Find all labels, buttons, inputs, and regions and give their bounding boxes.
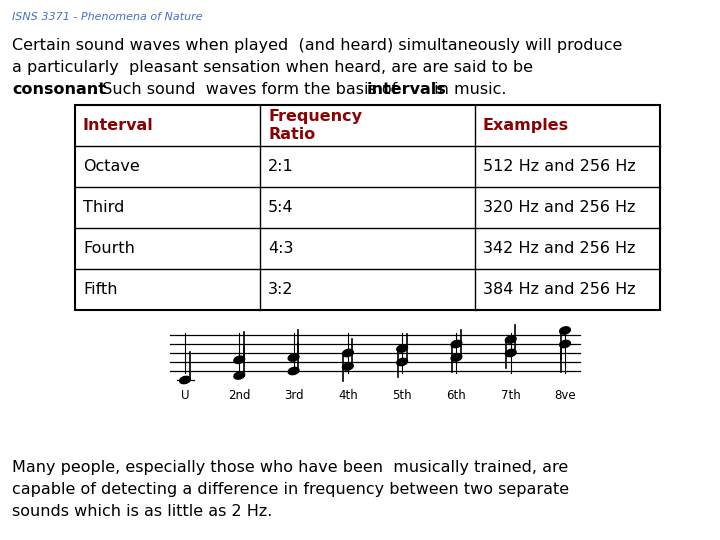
- Text: 7th: 7th: [501, 389, 521, 402]
- Ellipse shape: [288, 354, 299, 361]
- Ellipse shape: [343, 349, 354, 356]
- Text: Fifth: Fifth: [83, 282, 117, 297]
- Bar: [75, 105, 660, 310]
- Text: 2:1: 2:1: [268, 159, 294, 174]
- Text: 3:2: 3:2: [268, 282, 294, 297]
- Text: capable of detecting a difference in frequency between two separate: capable of detecting a difference in fre…: [12, 482, 569, 497]
- Text: 384 Hz and 256 Hz: 384 Hz and 256 Hz: [483, 282, 636, 297]
- Text: Octave: Octave: [83, 159, 140, 174]
- Ellipse shape: [234, 372, 245, 379]
- Ellipse shape: [559, 340, 570, 348]
- Text: 4:3: 4:3: [268, 241, 294, 256]
- Ellipse shape: [505, 349, 516, 356]
- Text: 4th: 4th: [338, 389, 358, 402]
- Text: 8ve: 8ve: [554, 389, 576, 402]
- Text: Fourth: Fourth: [83, 241, 135, 256]
- Text: Interval: Interval: [83, 118, 154, 133]
- Text: 5th: 5th: [392, 389, 412, 402]
- Ellipse shape: [288, 367, 299, 375]
- Ellipse shape: [397, 359, 408, 366]
- Text: Examples: Examples: [483, 118, 569, 133]
- Text: consonant: consonant: [12, 82, 106, 97]
- Text: 512 Hz and 256 Hz: 512 Hz and 256 Hz: [483, 159, 636, 174]
- Ellipse shape: [343, 363, 354, 370]
- Text: 6th: 6th: [446, 389, 467, 402]
- Ellipse shape: [451, 354, 462, 361]
- Text: sounds which is as little as 2 Hz.: sounds which is as little as 2 Hz.: [12, 504, 272, 519]
- Text: 2nd: 2nd: [228, 389, 251, 402]
- Ellipse shape: [505, 336, 516, 343]
- Text: Certain sound waves when played  (and heard) simultaneously will produce: Certain sound waves when played (and hea…: [12, 38, 622, 53]
- Ellipse shape: [397, 345, 408, 352]
- Text: a particularly  pleasant sensation when heard, are are said to be: a particularly pleasant sensation when h…: [12, 60, 533, 75]
- Text: 5:4: 5:4: [268, 200, 294, 215]
- Text: . Such sound  waves form the basis of: . Such sound waves form the basis of: [92, 82, 408, 97]
- Ellipse shape: [451, 340, 462, 348]
- Text: 320 Hz and 256 Hz: 320 Hz and 256 Hz: [483, 200, 636, 215]
- Ellipse shape: [234, 356, 245, 363]
- Text: 342 Hz and 256 Hz: 342 Hz and 256 Hz: [483, 241, 636, 256]
- Text: Frequency
Ratio: Frequency Ratio: [268, 109, 362, 141]
- Text: U: U: [181, 389, 189, 402]
- Text: Many people, especially those who have been  musically trained, are: Many people, especially those who have b…: [12, 460, 568, 475]
- Text: ISNS 3371 - Phenomena of Nature: ISNS 3371 - Phenomena of Nature: [12, 12, 202, 22]
- Text: in music.: in music.: [429, 82, 506, 97]
- Text: 3rd: 3rd: [284, 389, 303, 402]
- Ellipse shape: [179, 376, 190, 383]
- Ellipse shape: [559, 327, 570, 334]
- Text: Third: Third: [83, 200, 125, 215]
- Text: intervals: intervals: [367, 82, 446, 97]
